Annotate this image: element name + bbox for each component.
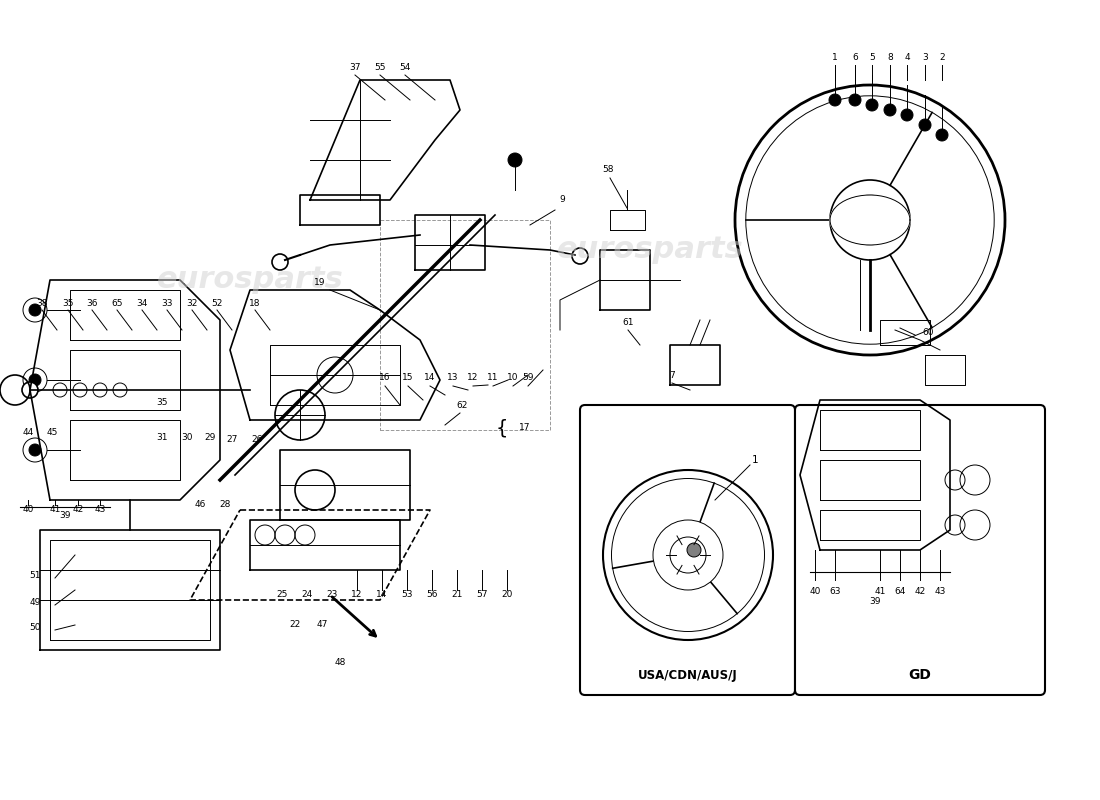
Text: 56: 56 — [427, 590, 438, 599]
Text: 35: 35 — [156, 398, 167, 407]
Text: 65: 65 — [111, 298, 123, 307]
Text: 24: 24 — [301, 590, 312, 599]
Text: 64: 64 — [894, 587, 905, 597]
Text: 10: 10 — [507, 373, 519, 382]
Text: 51: 51 — [30, 571, 41, 580]
Text: 37: 37 — [350, 63, 361, 73]
Text: 3: 3 — [922, 54, 928, 62]
Text: 49: 49 — [30, 598, 41, 607]
Text: 28: 28 — [219, 500, 231, 509]
FancyBboxPatch shape — [795, 405, 1045, 695]
FancyBboxPatch shape — [580, 405, 795, 695]
Text: 5: 5 — [869, 54, 874, 62]
Text: 50: 50 — [30, 623, 41, 632]
Text: 22: 22 — [289, 620, 300, 629]
Text: 34: 34 — [136, 298, 147, 307]
Text: 25: 25 — [276, 590, 288, 599]
Text: 15: 15 — [403, 373, 414, 382]
Text: 42: 42 — [914, 587, 925, 597]
Text: 57: 57 — [476, 590, 487, 599]
Text: 11: 11 — [487, 373, 498, 382]
Text: 33: 33 — [162, 298, 173, 307]
Text: 43: 43 — [934, 587, 946, 597]
Text: 43: 43 — [95, 505, 106, 514]
Text: 59: 59 — [522, 373, 534, 382]
Text: 19: 19 — [315, 278, 326, 287]
Text: 39: 39 — [59, 511, 70, 520]
Text: 13: 13 — [448, 373, 459, 382]
Text: 9: 9 — [559, 195, 565, 204]
Text: 63: 63 — [829, 587, 840, 597]
Circle shape — [866, 99, 878, 111]
Text: 46: 46 — [195, 500, 206, 509]
Text: 45: 45 — [46, 428, 57, 437]
Text: 47: 47 — [317, 620, 328, 629]
Text: 61: 61 — [623, 318, 634, 327]
Text: 41: 41 — [50, 505, 60, 514]
Text: 29: 29 — [205, 433, 216, 442]
Text: 17: 17 — [519, 423, 530, 433]
Circle shape — [653, 520, 723, 590]
Text: 40: 40 — [810, 587, 821, 597]
Polygon shape — [830, 195, 910, 245]
Text: GD: GD — [909, 668, 932, 682]
Circle shape — [22, 382, 38, 398]
Text: 60: 60 — [922, 328, 934, 337]
Text: 54: 54 — [399, 63, 410, 73]
Circle shape — [508, 153, 522, 167]
Text: 55: 55 — [374, 63, 386, 73]
Text: 58: 58 — [603, 165, 614, 174]
Text: 35: 35 — [63, 298, 74, 307]
Circle shape — [29, 304, 41, 316]
Text: 52: 52 — [211, 298, 222, 307]
Text: 16: 16 — [379, 373, 390, 382]
Text: 32: 32 — [186, 298, 198, 307]
Circle shape — [901, 109, 913, 121]
Text: USA/CDN/AUS/J: USA/CDN/AUS/J — [638, 669, 738, 682]
Text: 30: 30 — [182, 433, 192, 442]
Text: 38: 38 — [36, 298, 47, 307]
Text: 39: 39 — [869, 598, 881, 606]
Circle shape — [29, 444, 41, 456]
Text: 31: 31 — [156, 433, 167, 442]
Text: {: { — [496, 418, 508, 438]
Text: 48: 48 — [334, 658, 345, 667]
Circle shape — [29, 374, 41, 386]
Circle shape — [936, 129, 948, 141]
Text: 23: 23 — [327, 590, 338, 599]
Circle shape — [829, 94, 842, 106]
Text: 40: 40 — [22, 505, 34, 514]
Text: 53: 53 — [402, 590, 412, 599]
Text: 12: 12 — [351, 590, 363, 599]
Text: 4: 4 — [904, 54, 910, 62]
Text: 1: 1 — [832, 54, 838, 62]
Text: 42: 42 — [73, 505, 84, 514]
Text: 18: 18 — [250, 298, 261, 307]
Text: eurosparts: eurosparts — [557, 235, 744, 265]
Text: 21: 21 — [451, 590, 463, 599]
Text: 44: 44 — [22, 428, 34, 437]
Text: 12: 12 — [468, 373, 478, 382]
Text: 8: 8 — [887, 54, 893, 62]
Text: 7: 7 — [669, 371, 675, 380]
Circle shape — [849, 94, 861, 106]
Text: 14: 14 — [376, 590, 387, 599]
Text: 20: 20 — [502, 590, 513, 599]
Circle shape — [688, 543, 701, 557]
Text: 14: 14 — [425, 373, 436, 382]
Text: 1: 1 — [751, 455, 758, 465]
Text: 27: 27 — [227, 435, 238, 444]
Circle shape — [918, 119, 931, 131]
Circle shape — [272, 254, 288, 270]
Text: 62: 62 — [456, 401, 468, 410]
Text: 6: 6 — [852, 54, 858, 62]
Text: 2: 2 — [939, 54, 945, 62]
Text: eurosparts: eurosparts — [156, 266, 343, 294]
Circle shape — [572, 248, 588, 264]
Text: 41: 41 — [874, 587, 886, 597]
Text: 26: 26 — [251, 435, 263, 444]
Text: 36: 36 — [86, 298, 98, 307]
Circle shape — [884, 104, 896, 116]
